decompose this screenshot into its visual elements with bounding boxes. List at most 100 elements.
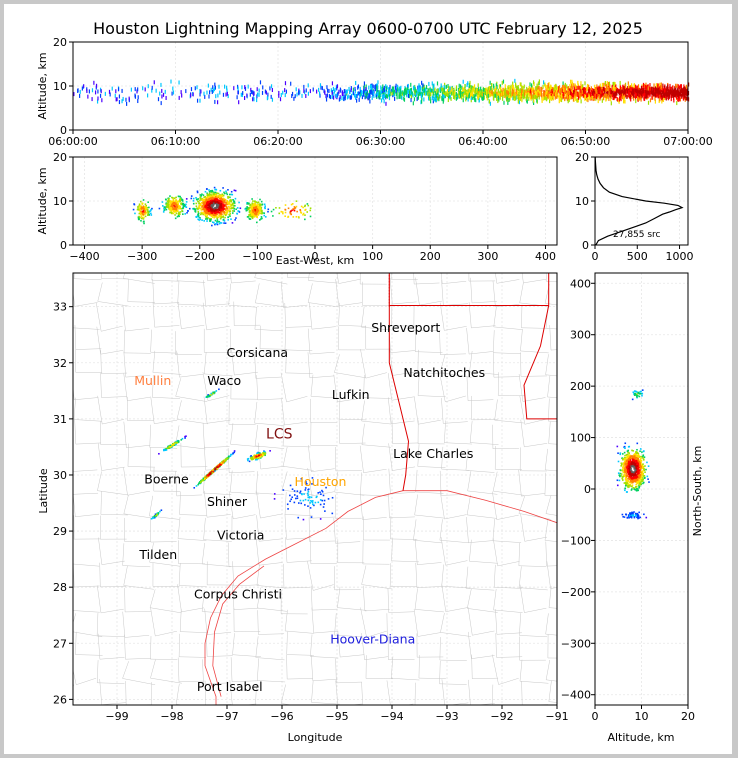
source-point [365, 84, 367, 89]
source-point [568, 88, 570, 93]
source-point [201, 197, 203, 200]
source-point [228, 209, 231, 211]
county-line [202, 563, 232, 567]
source-point [138, 208, 141, 210]
source-point [424, 91, 426, 96]
source-point [529, 82, 531, 87]
county-line [256, 375, 259, 400]
source-point [235, 208, 237, 211]
source-point [624, 89, 626, 94]
source-point [376, 85, 378, 90]
source-point [677, 93, 679, 98]
county-line [466, 494, 471, 515]
source-point [209, 199, 212, 202]
source-point [218, 196, 221, 198]
source-point [448, 93, 450, 98]
source-point [216, 213, 219, 215]
source-point [669, 83, 671, 88]
county-line [74, 278, 102, 281]
source-point [208, 205, 210, 207]
source-point [259, 198, 261, 201]
source-point [295, 205, 298, 208]
county-line [127, 396, 151, 401]
source-point [411, 91, 414, 96]
source-point [218, 200, 220, 202]
source-point [629, 87, 631, 92]
source-point [596, 93, 598, 98]
source-point [638, 93, 640, 98]
county-line [100, 372, 102, 398]
county-line [257, 610, 259, 635]
source-point [209, 206, 212, 209]
source-point [197, 213, 199, 216]
county-line [181, 607, 204, 613]
source-point [201, 198, 204, 201]
source-point [177, 207, 180, 210]
source-point [435, 94, 437, 99]
county-line [256, 515, 260, 542]
source-point [188, 207, 191, 210]
source-point [237, 90, 240, 95]
source-point [518, 97, 520, 102]
county-line [441, 446, 444, 470]
county-line [150, 541, 177, 543]
source-point [551, 89, 553, 94]
county-line [176, 494, 203, 497]
source-point [208, 195, 211, 197]
source-point [196, 85, 198, 90]
source-point [118, 94, 121, 99]
source-point [230, 190, 233, 193]
source-point [252, 97, 254, 102]
source-point [214, 208, 217, 211]
county-line [307, 560, 314, 591]
source-point [500, 92, 502, 97]
source-point [233, 208, 235, 210]
source-point [222, 210, 224, 213]
source-point [556, 86, 559, 91]
county-line [97, 585, 102, 613]
source-point [204, 201, 207, 204]
source-point [210, 207, 212, 210]
source-point [267, 210, 269, 213]
county-line [97, 633, 101, 660]
source-point [382, 88, 384, 93]
source-point [672, 93, 675, 98]
source-point [442, 96, 444, 101]
source-point [669, 89, 672, 94]
source-point [633, 96, 635, 101]
county-line [524, 443, 548, 448]
county-line [207, 277, 232, 282]
county-line [177, 584, 182, 612]
source-point [233, 86, 235, 91]
source-point [223, 199, 226, 202]
county-line [230, 423, 234, 445]
source-point [382, 87, 385, 92]
county-line [123, 278, 155, 284]
source-point [209, 195, 212, 198]
source-point [216, 223, 219, 226]
source-point [371, 89, 373, 94]
county-line [175, 445, 206, 450]
source-point [207, 210, 210, 213]
source-point [422, 88, 424, 93]
source-point [215, 94, 217, 99]
source-point [580, 99, 582, 104]
source-point [545, 88, 547, 93]
county-line [281, 471, 288, 490]
source-point [181, 210, 183, 212]
source-point [440, 89, 442, 94]
source-point [654, 92, 657, 97]
source-point [174, 214, 176, 216]
source-point [229, 213, 232, 215]
source-point [251, 214, 254, 216]
source-point [633, 90, 635, 95]
source-point [126, 101, 128, 106]
source-point [236, 213, 239, 215]
source-point [197, 218, 199, 221]
source-point [194, 211, 197, 213]
source-point [223, 200, 226, 203]
source-point [226, 211, 229, 213]
source-point [230, 205, 232, 208]
county-line [391, 677, 420, 681]
source-count-annotation: 27,855 src [613, 230, 661, 240]
